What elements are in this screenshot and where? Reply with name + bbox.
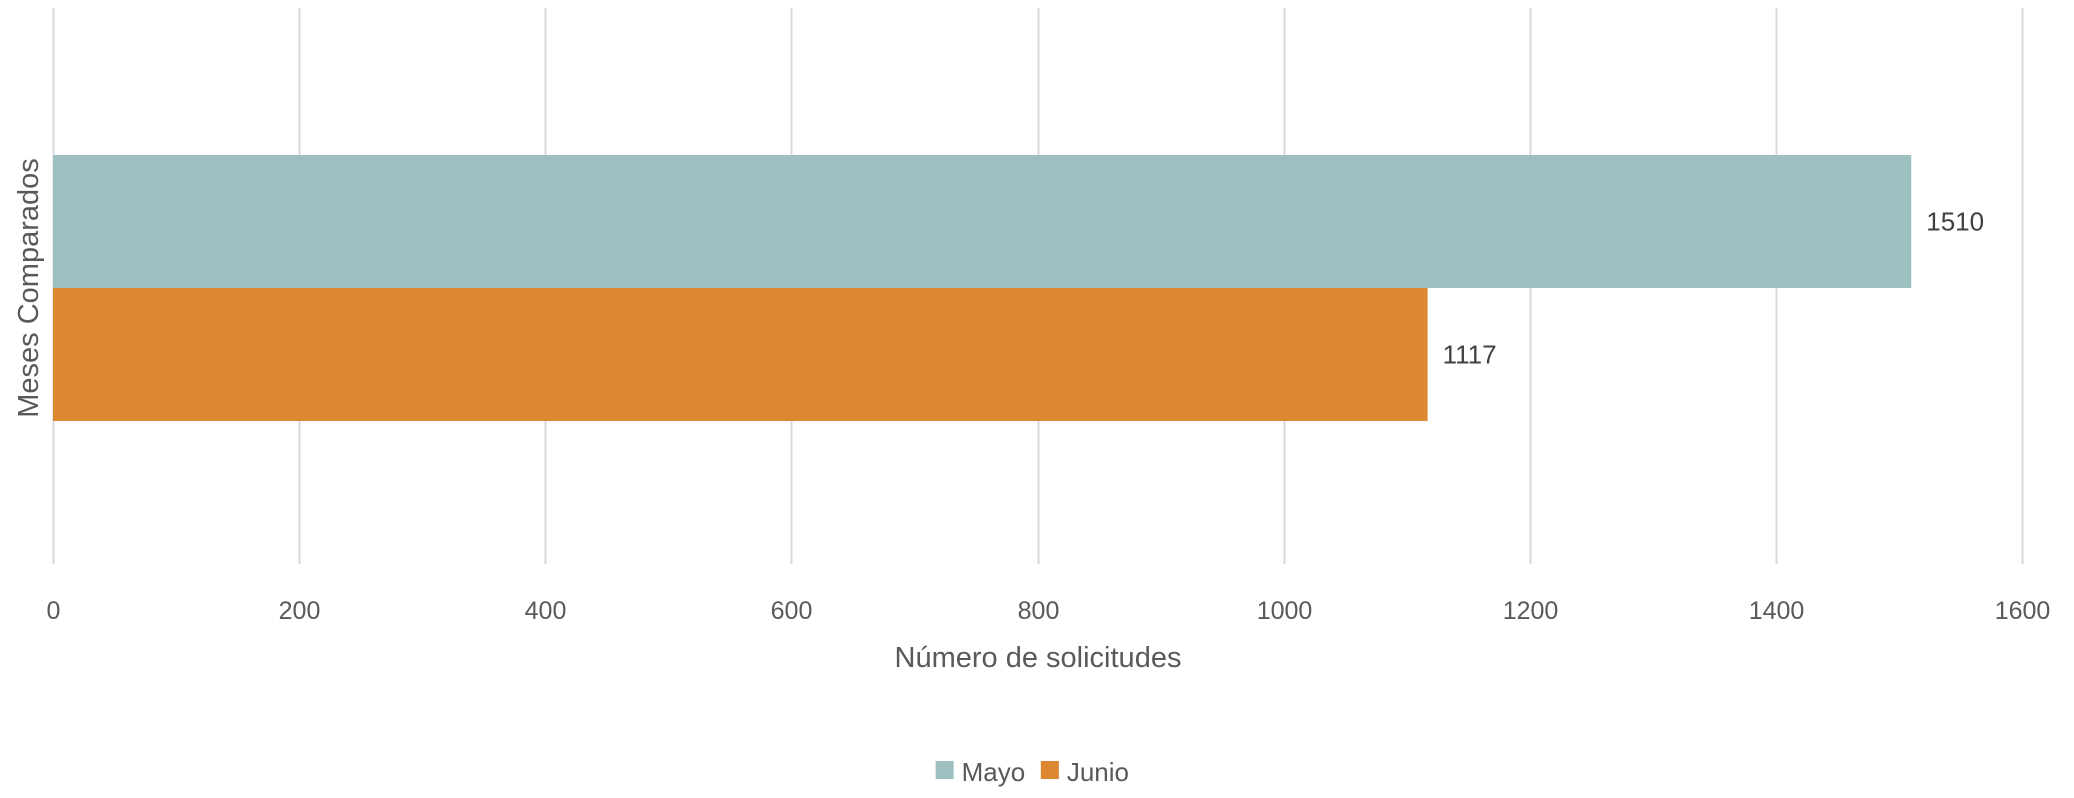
x-tick-label-0: 0	[47, 597, 61, 625]
legend-swatch-junio	[1040, 761, 1059, 779]
x-tick-label-3: 600	[771, 597, 813, 625]
data-label-mayo: 1510	[1926, 207, 1984, 237]
x-axis-ticks: 0 200 400 600 800 1000 1200 1400 1600	[47, 597, 2051, 625]
legend-swatch-mayo	[935, 761, 954, 779]
legend-label-mayo: Mayo	[962, 757, 1026, 787]
x-tick-label-5: 1000	[1257, 597, 1313, 625]
x-axis-title: Número de solicitudes	[895, 642, 1182, 674]
x-tick-label-1: 200	[279, 597, 321, 625]
x-tick-label-8: 1600	[1995, 597, 2051, 625]
x-tick-label-4: 800	[1018, 597, 1060, 625]
bars	[53, 155, 1912, 421]
legend: Mayo Junio	[935, 757, 1129, 787]
bar-mayo	[53, 155, 1912, 288]
x-tick-label-2: 400	[525, 597, 567, 625]
legend-label-junio: Junio	[1067, 757, 1129, 787]
data-labels: 1510 1117	[1443, 207, 1984, 370]
x-tick-label-6: 1200	[1503, 597, 1559, 625]
data-label-junio: 1117	[1443, 340, 1497, 370]
x-tick-label-7: 1400	[1749, 597, 1805, 625]
bar-junio	[53, 288, 1428, 421]
y-axis-title: Meses Comparados	[13, 158, 45, 418]
